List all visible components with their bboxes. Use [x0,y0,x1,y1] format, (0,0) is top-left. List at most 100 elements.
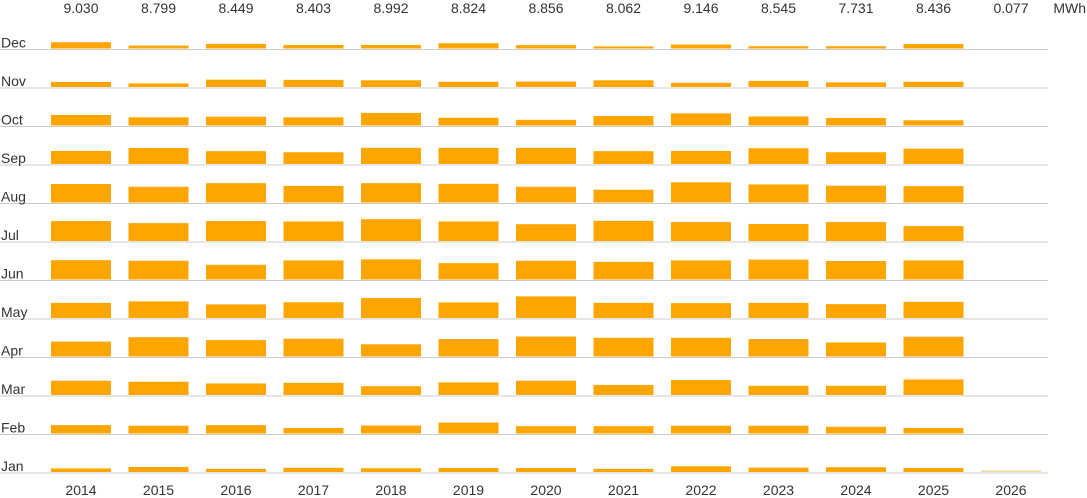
bar [826,46,886,49]
bar [748,46,809,49]
bar [51,221,111,241]
bar [438,339,499,357]
bar [516,468,576,472]
year-total-label: 0.077 [993,0,1028,16]
bar [51,260,111,280]
bar [826,222,886,241]
bar [51,150,111,164]
year-labels: 2014 2015 2016 2017 2018 2019 2020 2021 2022 2023… [65,482,1026,498]
year-label: 2015 [143,482,174,498]
bar [671,303,731,318]
bar [593,337,654,357]
bar [748,302,809,318]
bar [438,422,499,434]
bar [283,302,344,318]
bar [748,116,809,126]
bar [593,46,654,49]
bar [826,117,886,126]
bar [903,148,964,164]
bar [826,261,886,280]
bar [206,151,266,164]
bar [826,185,886,203]
bar [748,259,809,280]
bar [128,260,189,280]
bar [206,383,266,395]
bar [51,81,111,87]
bar [593,189,654,203]
year-label: 2024 [840,482,871,498]
bar [516,119,576,126]
bar [128,337,189,357]
bar [438,382,499,395]
year-total-label: 8.824 [451,0,486,16]
bar [51,380,111,395]
bar [283,382,344,395]
bar [593,116,654,126]
bar [128,117,189,126]
bar [903,226,964,241]
month-label: Mar [1,381,25,397]
bar [516,426,576,434]
bars [51,42,1041,472]
year-label: 2023 [763,482,794,498]
bar [826,467,886,472]
bar [206,468,266,472]
bar [206,425,266,434]
year-total-label: 7.731 [838,0,873,16]
month-label: Apr [1,343,23,359]
bar [361,468,421,472]
bar [361,44,421,49]
year-label: 2014 [65,482,96,498]
year-total-label: 8.403 [296,0,331,16]
bar [438,468,499,472]
year-total-labels: MWh 9.030 8.799 8.449 8.403 8.992 8.824 8.856 8… [63,0,1086,16]
month-label: May [1,304,27,320]
bar [903,81,964,87]
bar [826,152,886,164]
bar [671,425,731,434]
bar [516,336,576,357]
bar [283,260,344,280]
month-label: Aug [1,189,26,205]
bar [903,379,964,395]
bar [361,386,421,395]
bar [903,301,964,318]
bar [206,79,266,87]
bar [128,301,189,318]
bar [826,82,886,87]
bar [128,381,189,395]
year-label: 2021 [608,482,639,498]
year-total-label: 8.062 [606,0,641,16]
year-total-label: 8.992 [373,0,408,16]
year-total-label: 8.545 [761,0,796,16]
bar [671,113,731,126]
bar [128,223,189,241]
bar [671,260,731,280]
bar [206,221,266,241]
bar [748,425,809,434]
year-total-label: 8.436 [916,0,951,16]
year-total-label: 9.030 [63,0,98,16]
year-total-label: 8.856 [528,0,563,16]
bar [206,304,266,318]
bar [748,385,809,395]
bar [593,302,654,318]
bar [748,184,809,203]
bar [671,182,731,203]
bar [128,83,189,87]
bar [206,43,266,49]
bar [361,80,421,87]
bar [51,184,111,203]
month-label: Oct [1,112,23,128]
bar [516,380,576,395]
bar [593,261,654,280]
month-label: Dec [1,35,26,51]
bar [438,302,499,318]
bar [361,147,421,164]
bar [128,186,189,203]
month-label: Jan [1,458,24,474]
bar [128,45,189,49]
bar [748,223,809,241]
year-total-label: 9.146 [683,0,718,16]
month-label: Sep [1,150,26,166]
